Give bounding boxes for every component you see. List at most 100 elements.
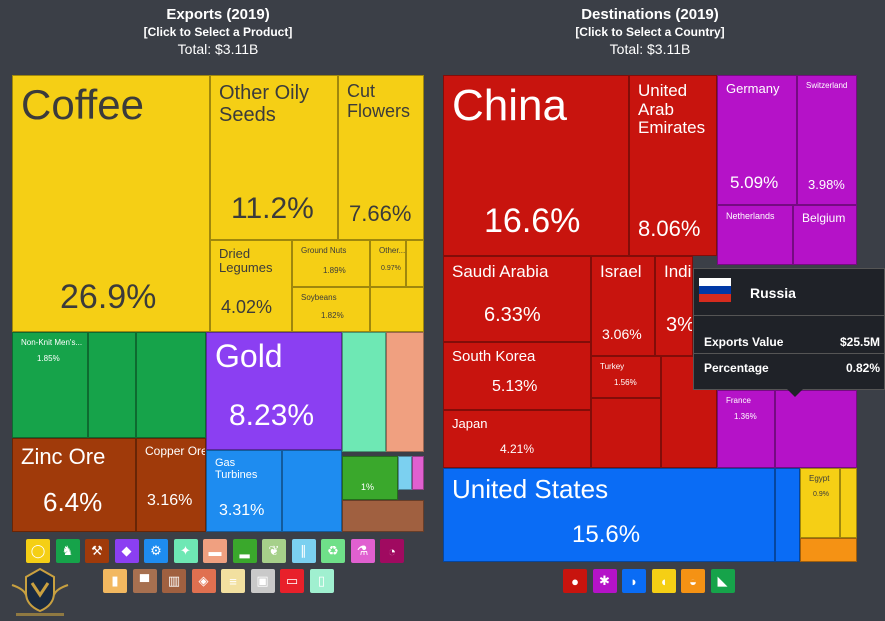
exports-subtitle[interactable]: [Click to Select a Product] xyxy=(143,25,293,39)
europe-icon[interactable]: ✱ xyxy=(592,569,617,593)
tile-other[interactable]: Other... 0.97% xyxy=(370,240,406,287)
vegetable-icon[interactable]: ◯ xyxy=(26,539,50,563)
tile-percent: 1.36% xyxy=(734,412,757,421)
tile-percent: 3.31% xyxy=(219,502,265,519)
tile-coffee[interactable]: Coffee 26.9% xyxy=(12,75,210,332)
tile-filler[interactable] xyxy=(386,332,424,452)
tile-name: Gas Turbines xyxy=(215,457,258,482)
tile-name: Coffee xyxy=(21,81,144,128)
bottle-icon[interactable]: ▮ xyxy=(103,569,127,593)
tile-netherlands[interactable]: Netherlands xyxy=(717,205,793,265)
tile-percent: 5.09% xyxy=(730,173,779,192)
tile-switzerland[interactable]: Switzerland 3.98% xyxy=(797,75,857,205)
tile-zinc-ore[interactable]: Zinc Ore 6.4% xyxy=(12,438,136,532)
diamond-icon[interactable]: ◆ xyxy=(114,539,139,563)
plastic-icon[interactable]: ▯ xyxy=(309,569,334,593)
tile-filler[interactable] xyxy=(406,240,424,287)
destinations-total: Total: $3.11B xyxy=(609,41,691,57)
tile-percent: 6.33% xyxy=(484,304,541,326)
north-america-icon[interactable]: ◗ xyxy=(622,569,646,593)
tile-united-states[interactable]: United States 15.6% xyxy=(443,468,775,562)
shirt-icon[interactable]: ♞ xyxy=(55,539,80,563)
tile-germany[interactable]: Germany 5.09% xyxy=(717,75,797,205)
tooltip-value: $25.5M xyxy=(839,335,880,349)
tile-egypt[interactable]: Egypt 0.9% xyxy=(800,468,840,538)
destinations-subtitle[interactable]: [Click to Select a Country] xyxy=(575,25,725,39)
africa-icon[interactable]: ◖ xyxy=(651,569,676,593)
tile-japan[interactable]: Japan 4.21% xyxy=(443,410,591,468)
tile-filler[interactable] xyxy=(136,332,206,438)
tile-filler[interactable] xyxy=(282,450,342,532)
flask-icon[interactable]: ⚗ xyxy=(350,539,375,563)
tile-percent: 4.21% xyxy=(500,442,535,456)
recycle-icon[interactable]: ♻ xyxy=(321,539,345,563)
anvil-icon[interactable]: ▀ xyxy=(132,569,157,593)
tile-percent: 3.98% xyxy=(808,177,845,192)
tile-saudi-arabia[interactable]: Saudi Arabia 6.33% xyxy=(443,256,591,342)
tile-filler[interactable] xyxy=(412,456,424,490)
tile-name: Belgium xyxy=(802,211,846,225)
tile-filler[interactable] xyxy=(88,332,136,438)
tile-india[interactable]: India 3% xyxy=(655,256,693,356)
tile-name: Japan xyxy=(452,416,488,431)
tile-percent: 8.23% xyxy=(229,399,315,432)
tile-percent: 1.89% xyxy=(323,266,346,275)
tooltip-value: 0.82% xyxy=(845,361,880,375)
tile-percent: 3.06% xyxy=(602,326,642,342)
tile-cut-flowers[interactable]: Cut Flowers 7.66% xyxy=(338,75,424,240)
tile-percent: 0.97% xyxy=(381,265,401,272)
tile-percent: 1% xyxy=(361,482,375,492)
tile-percent: 1.82% xyxy=(321,311,344,320)
tile-soybeans[interactable]: Soybeans 1.82% xyxy=(292,287,370,332)
tile-filler[interactable] xyxy=(591,398,661,468)
train-icon[interactable]: ▭ xyxy=(280,569,304,593)
south-america-icon[interactable]: ◣ xyxy=(710,569,735,593)
shoe-icon[interactable]: ▂ xyxy=(232,539,257,563)
easel-icon[interactable]: ▥ xyxy=(162,569,186,593)
animal-icon[interactable]: ▬ xyxy=(203,539,227,563)
tile-filler[interactable] xyxy=(800,538,857,562)
wheat-icon[interactable]: ❦ xyxy=(262,539,286,563)
tile-other-oily-seeds[interactable]: Other Oily Seeds 11.2% xyxy=(210,75,338,240)
tile-filler[interactable] xyxy=(661,356,717,468)
tile-filler[interactable] xyxy=(398,456,412,490)
gear-icon[interactable]: ⚙ xyxy=(144,539,168,563)
tile-gold[interactable]: Gold 8.23% xyxy=(206,332,342,450)
rock-icon[interactable]: ◈ xyxy=(191,569,216,593)
tile-filler[interactable] xyxy=(342,332,386,452)
tile-south-korea[interactable]: South Korea 5.13% xyxy=(443,342,591,410)
hover-tooltip: Russia Exports Value $25.5M Percentage 0… xyxy=(693,268,885,390)
tile-1[interactable]: 1% xyxy=(342,456,398,500)
box-icon[interactable]: ▣ xyxy=(250,569,275,593)
hide-icon[interactable]: ✦ xyxy=(173,539,198,563)
tile-copper-ore[interactable]: Copper Ore 3.16% xyxy=(136,438,206,532)
tile-filler[interactable] xyxy=(840,468,857,538)
tile-gas-turbines[interactable]: Gas Turbines 3.31% xyxy=(206,450,282,532)
tile-belgium[interactable]: Belgium xyxy=(793,205,857,265)
tile-name: Copper Ore xyxy=(145,444,206,458)
tile-turkey[interactable]: Turkey 1.56% xyxy=(591,356,661,398)
tile-percent: 3.16% xyxy=(147,492,193,509)
tile-filler[interactable] xyxy=(370,287,424,332)
oceania-icon[interactable]: ◒ xyxy=(681,569,705,593)
gauge-icon[interactable]: ◔ xyxy=(380,539,404,563)
tile-israel[interactable]: Israel 3.06% xyxy=(591,256,655,356)
tooltip-row-value: Exports Value $25.5M xyxy=(704,335,880,349)
tile-dried-legumes[interactable]: Dried Legumes 4.02% xyxy=(210,240,292,332)
pickaxe-icon[interactable]: ⚒ xyxy=(85,539,109,563)
asia-icon[interactable]: ● xyxy=(563,569,587,593)
road-icon[interactable]: ∥ xyxy=(291,539,316,563)
tile-united-arab-emirates[interactable]: United Arab Emirates 8.06% xyxy=(629,75,717,256)
tile-china[interactable]: China 16.6% xyxy=(443,75,629,256)
tile-name: Cut Flowers xyxy=(347,81,411,121)
tile-name: Non-Knit Men's... xyxy=(21,338,83,347)
tile-france[interactable]: France 1.36% xyxy=(717,390,775,468)
tile-ground-nuts[interactable]: Ground Nuts 1.89% xyxy=(292,240,370,287)
paper-icon[interactable]: ≡ xyxy=(221,569,245,593)
tile-name: United States xyxy=(452,474,609,504)
tile-non-knit-men-s[interactable]: Non-Knit Men's... 1.85% xyxy=(12,332,88,438)
tile-filler[interactable] xyxy=(775,390,857,468)
tile-filler[interactable] xyxy=(775,468,800,562)
tile-filler[interactable] xyxy=(342,500,424,532)
tooltip-country: Russia xyxy=(750,285,796,301)
